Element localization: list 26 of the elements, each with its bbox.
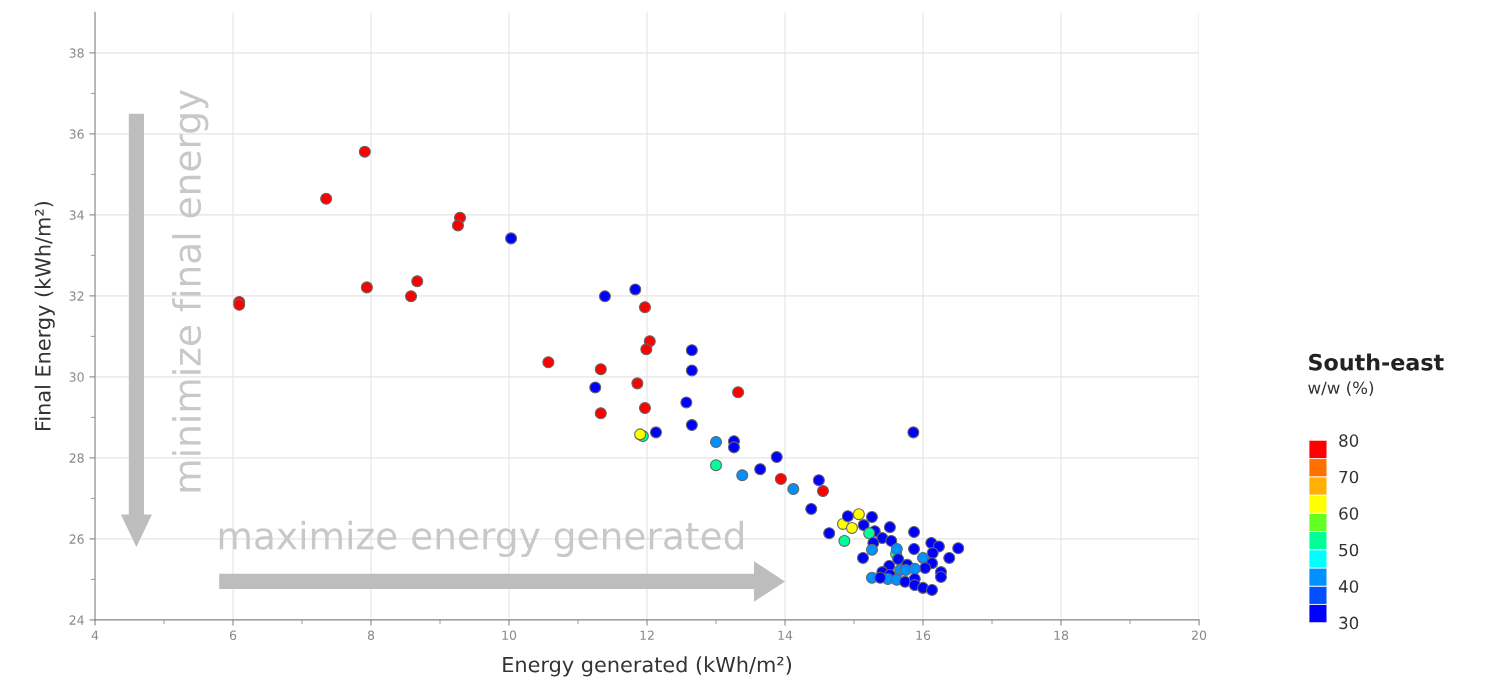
y-axis-title: Final Energy (kWh/m²) [34,201,55,431]
y-tick-label: 28 [69,453,84,463]
x-tick-label: 16 [916,630,931,640]
y-tick-label: 38 [69,48,84,58]
y-tick-label: 34 [69,210,84,220]
color-bar-label: 50 [1339,543,1359,557]
color-bar-label: 60 [1339,507,1359,520]
y-tick-label: 32 [69,291,84,301]
color-bar-label: 70 [1339,470,1359,484]
color-bar-label: 40 [1338,580,1359,593]
x-tick-label: 8 [367,630,375,640]
x-tick-label: 18 [1054,630,1069,640]
x-tick-label: 4 [91,630,99,640]
x-axis-title: Energy generated (kWh/m²) [503,656,792,677]
color-bar-label: 80 [1339,434,1359,447]
y-tick-label: 36 [69,129,84,139]
x-tick-label: 10 [502,630,517,640]
y-tick-label: 26 [69,534,84,544]
color-bar-title: South-east w/w (%) [1308,353,1444,397]
x-tick-label: 20 [1192,630,1207,640]
y-tick-label: 24 [69,615,84,625]
x-tick-label: 6 [229,630,237,640]
color-bar-label: 30 [1339,616,1359,630]
y-tick-label: 30 [69,372,84,382]
x-tick-label: 12 [640,630,654,640]
x-tick-label: 14 [778,630,793,640]
